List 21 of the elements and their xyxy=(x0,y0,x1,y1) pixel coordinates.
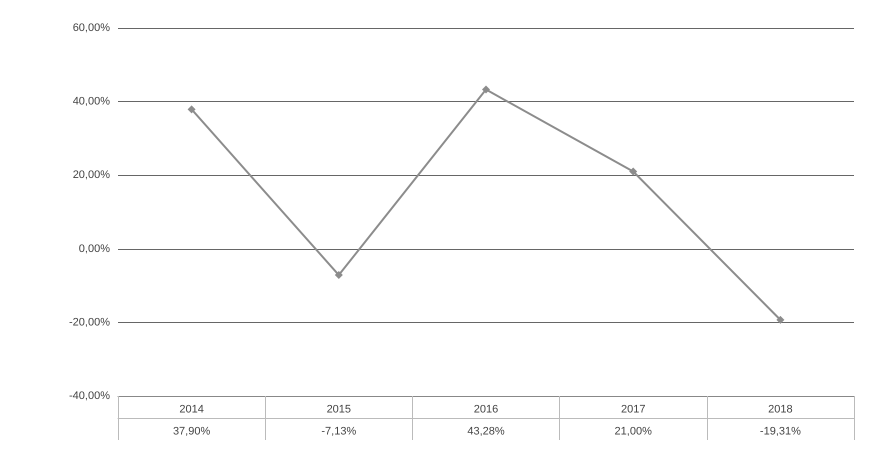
point xyxy=(482,86,490,94)
x-tick-label: 2015 xyxy=(326,404,352,416)
point xyxy=(776,316,784,324)
data-label: 37,90% xyxy=(172,426,210,438)
y-tick-label: 20,00% xyxy=(72,169,110,182)
y-tick-label: 60,00% xyxy=(72,22,110,34)
y-tick-label: -20,00% xyxy=(69,316,110,328)
y-tick-label: -40,00% xyxy=(69,390,110,402)
x-tick-label: 2016 xyxy=(474,404,498,416)
x-tick-label: 2017 xyxy=(620,404,646,416)
data-label: 21,00% xyxy=(614,426,652,438)
point xyxy=(334,271,343,280)
data-label: -19,31% xyxy=(760,426,802,438)
point xyxy=(188,105,196,114)
y-tick-label: 0,00% xyxy=(78,242,110,255)
data-label: 43,28% xyxy=(467,426,505,438)
point xyxy=(629,168,638,176)
x-tick-label: 2018 xyxy=(768,404,793,416)
x-tick-label: 2014 xyxy=(179,404,204,416)
y-tick-label: 40,00% xyxy=(72,96,110,108)
data-label: -7,13% xyxy=(321,426,356,438)
